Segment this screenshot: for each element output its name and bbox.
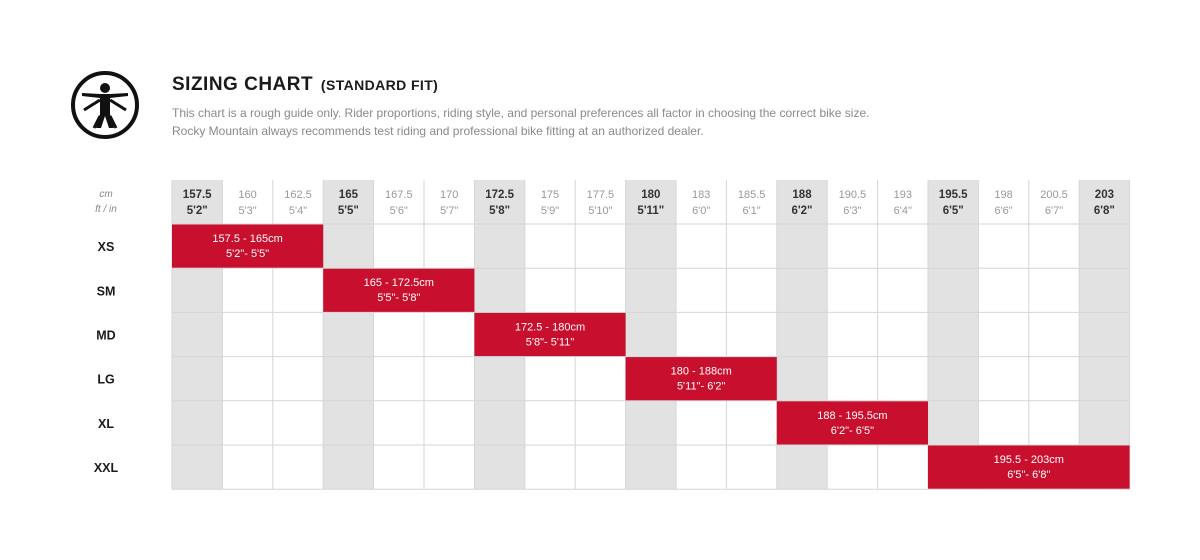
column-header-ft: 5'4" <box>289 205 307 217</box>
column-header-cm: 185.5 <box>738 189 766 201</box>
column-header-cm: 170 <box>440 189 458 201</box>
row-label-size: MD <box>96 329 115 343</box>
title-suffix: (STANDARD FIT) <box>320 77 439 93</box>
size-range-bar <box>625 357 777 401</box>
column-header-ft: 5'3" <box>238 205 256 217</box>
column-header-ft: 5'9" <box>541 205 559 217</box>
column-header-ft: 6'2" <box>792 205 813 217</box>
column-header-ft: 6'5" <box>943 205 964 217</box>
column-header-cm: 195.5 <box>939 189 968 201</box>
row-label-size: XXL <box>94 461 119 475</box>
size-range-bar <box>323 268 475 312</box>
column-header-cm: 203 <box>1095 189 1114 201</box>
column-header-ft: 6'3" <box>843 205 861 217</box>
description-line-1: This chart is a rough guide only. Rider … <box>172 106 870 120</box>
column-header-cm: 188 <box>792 189 812 201</box>
column-header-ft: 6'6" <box>994 205 1012 217</box>
bar-label-cm: 195.5 - 203cm <box>994 454 1064 466</box>
bar-label-cm: 188 - 195.5cm <box>817 410 887 422</box>
bar-label-ft: 6'2"- 6'5" <box>831 425 874 437</box>
column-header-ft: 6'1" <box>742 205 760 217</box>
column-header-ft: 5'5" <box>338 205 359 217</box>
size-range-bar <box>172 224 324 268</box>
unit-label-cm: cm <box>99 189 113 200</box>
bar-label-ft: 5'11"- 6'2" <box>677 381 726 393</box>
row-label-size: XS <box>98 240 115 254</box>
row-label-size: XL <box>98 417 114 431</box>
column-header-ft: 5'2" <box>187 205 208 217</box>
highlight-column <box>928 180 979 490</box>
column-header-cm: 162.5 <box>284 189 312 201</box>
highlight-column <box>625 180 676 490</box>
bar-label-cm: 172.5 - 180cm <box>515 321 585 333</box>
highlight-column <box>1079 180 1130 490</box>
page-title: SIZING CHART (STANDARD FIT) <box>172 74 438 96</box>
bar-label-cm: 180 - 188cm <box>671 366 732 378</box>
bar-label-ft: 5'8"- 5'11" <box>526 336 575 348</box>
row-label-size: SM <box>97 284 116 298</box>
column-header-cm: 180 <box>641 189 660 201</box>
bar-label-ft: 5'2"- 5'5" <box>226 248 269 260</box>
column-header-cm: 190.5 <box>839 189 867 201</box>
column-header-cm: 183 <box>692 189 710 201</box>
description-line-2: Rocky Mountain always recommends test ri… <box>172 124 704 138</box>
column-header-cm: 175 <box>541 189 559 201</box>
title-main: SIZING CHART <box>172 74 314 95</box>
column-header-ft: 5'6" <box>390 205 408 217</box>
bar-label-ft: 5'5"- 5'8" <box>377 292 420 304</box>
size-range-bar <box>776 401 928 445</box>
vitruvian-man-icon <box>71 71 139 139</box>
column-header-ft: 6'7" <box>1045 205 1063 217</box>
column-header-ft: 5'8" <box>489 205 510 217</box>
size-range-bar <box>474 312 626 357</box>
highlight-column <box>323 180 374 490</box>
column-header-ft: 5'11" <box>637 205 664 217</box>
unit-label-ft: ft / in <box>95 204 117 215</box>
description: This chart is a rough guide only. Rider … <box>172 104 869 140</box>
column-header-cm: 193 <box>894 189 912 201</box>
size-range-bar <box>928 445 1130 489</box>
column-header-cm: 200.5 <box>1040 189 1068 201</box>
column-header-ft: 6'0" <box>692 205 710 217</box>
column-header-cm: 198 <box>994 189 1012 201</box>
column-header-cm: 165 <box>339 189 359 201</box>
bar-label-cm: 157.5 - 165cm <box>212 233 282 245</box>
column-header-ft: 6'8" <box>1094 205 1115 217</box>
column-header-cm: 177.5 <box>587 189 615 201</box>
column-header-cm: 160 <box>238 189 256 201</box>
column-header-ft: 5'7" <box>440 205 458 217</box>
column-header-ft: 5'10" <box>588 205 612 217</box>
bar-label-cm: 165 - 172.5cm <box>364 277 434 289</box>
bar-label-ft: 6'5"- 6'8" <box>1007 469 1050 481</box>
column-header-cm: 167.5 <box>385 189 413 201</box>
column-header-cm: 157.5 <box>183 189 212 201</box>
row-label-size: LG <box>97 373 114 387</box>
column-header-cm: 172.5 <box>485 189 514 201</box>
column-header-ft: 6'4" <box>894 205 912 217</box>
